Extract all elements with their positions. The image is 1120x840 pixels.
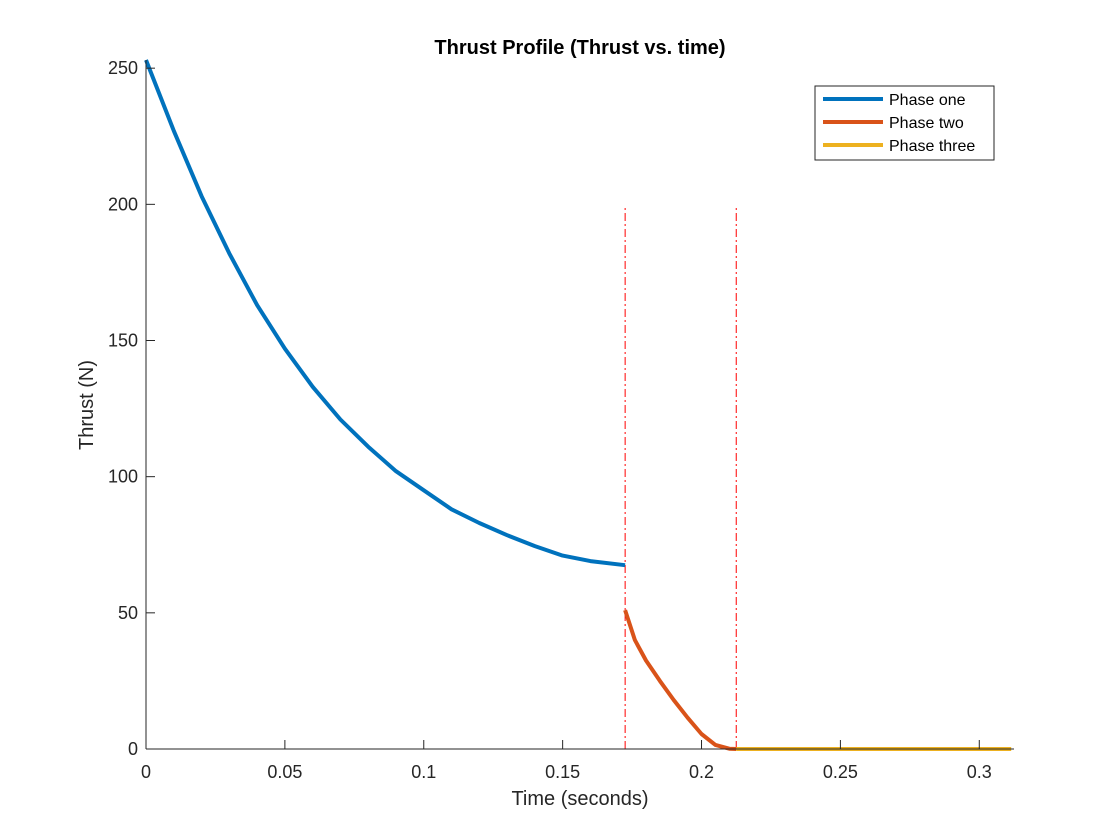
x-tick-label: 0.2	[689, 762, 714, 782]
series-line-phase-one	[144, 59, 626, 568]
x-tick-label: 0.05	[267, 762, 302, 782]
x-tick-label: 0.25	[823, 762, 858, 782]
x-tick-label: 0.15	[545, 762, 580, 782]
y-axis-label: Thrust (N)	[76, 360, 98, 450]
y-tick-label: 0	[128, 739, 138, 759]
y-tick-label: 50	[118, 603, 138, 623]
x-tick-label: 0	[141, 762, 151, 782]
y-tick-label: 200	[108, 194, 138, 214]
y-axis-ticks: 0 50 100 150 200 250	[108, 58, 155, 759]
legend-label-phase-two: Phase two	[889, 115, 964, 132]
y-tick-label: 250	[108, 58, 138, 78]
x-tick-label: 0.1	[411, 762, 436, 782]
legend: Phase one Phase two Phase three	[814, 85, 995, 161]
legend-label-phase-three: Phase three	[889, 138, 975, 155]
y-tick-label: 100	[108, 467, 138, 487]
legend-label-phase-one: Phase one	[889, 92, 966, 109]
x-tick-label: 0.3	[967, 762, 992, 782]
x-axis-label: Time (seconds)	[511, 788, 648, 810]
series-line-phase-two	[623, 609, 737, 751]
x-axis-ticks: 0 0.05 0.1 0.15 0.2 0.25 0.3	[141, 740, 992, 782]
y-tick-label: 150	[108, 331, 138, 351]
chart-title: Thrust Profile (Thrust vs. time)	[434, 37, 725, 59]
